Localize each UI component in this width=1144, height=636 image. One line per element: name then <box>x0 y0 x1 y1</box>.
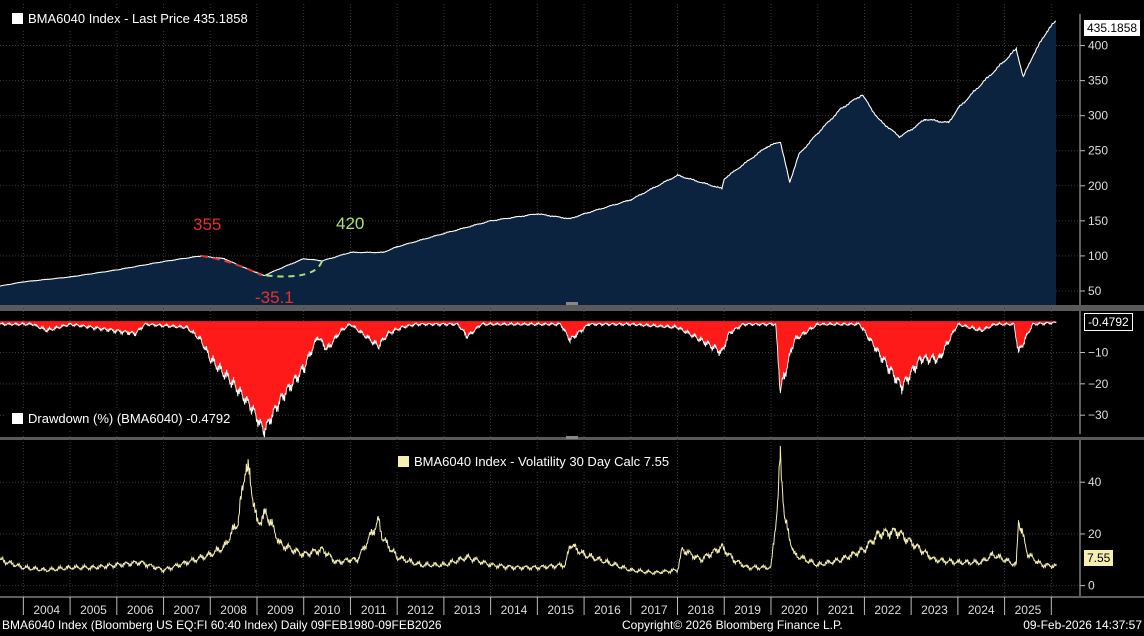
x-tick-label: 2025 <box>1015 603 1042 617</box>
x-tick-label: 2018 <box>688 603 715 617</box>
drawdown-legend-label: Drawdown (%) (BMA6040) -0.4792 <box>28 411 231 426</box>
trough-annotation-label: -35.1 <box>255 288 294 307</box>
y-tick-label-price: 250 <box>1088 144 1108 158</box>
y-tick-label-price: 100 <box>1088 249 1108 263</box>
y-tick-label-price: 150 <box>1088 214 1108 228</box>
x-tick-label: 2007 <box>174 603 201 617</box>
drawdown-line <box>0 321 1057 438</box>
footer-center: Copyright© 2026 Bloomberg Finance L.P. <box>622 618 843 632</box>
volatility-legend-label: BMA6040 Index - Volatility 30 Day Calc 7… <box>414 454 670 469</box>
y-tick-label-volatility: 40 <box>1088 475 1102 489</box>
y-tick-label-volatility: 0 <box>1088 579 1095 593</box>
drawdown-legend-swatch <box>12 413 23 424</box>
y-tick-label-drawdown: −30 <box>1088 408 1109 422</box>
x-tick-label: 2010 <box>314 603 341 617</box>
x-tick-label: 2023 <box>921 603 948 617</box>
panel-divider-top <box>0 305 1144 311</box>
x-tick-label: 2013 <box>454 603 481 617</box>
recovery-annotation-line <box>266 259 324 278</box>
price-legend-label: BMA6040 Index - Last Price 435.1858 <box>28 11 248 26</box>
x-tick-label: 2020 <box>781 603 808 617</box>
y-tick-label-price: 300 <box>1088 109 1108 123</box>
drawdown-last-value: -0.4792 <box>1084 313 1133 331</box>
x-tick-label: 2005 <box>80 603 107 617</box>
x-tick-label: 2021 <box>828 603 855 617</box>
x-tick-label: 2016 <box>594 603 621 617</box>
y-tick-label-price: 350 <box>1088 74 1108 88</box>
volatility-last-value: 7.55 <box>1084 550 1114 566</box>
y-tick-label-volatility: 20 <box>1088 527 1102 541</box>
y-tick-label-drawdown: −20 <box>1088 377 1109 391</box>
x-tick-label: 2022 <box>874 603 901 617</box>
x-tick-label: 2012 <box>407 603 434 617</box>
volatility-legend-swatch <box>398 456 409 467</box>
peak-annotation-label: 355 <box>193 215 221 234</box>
price-legend-swatch <box>12 13 23 24</box>
x-tick-label: 2017 <box>641 603 668 617</box>
x-tick-label: 2015 <box>547 603 574 617</box>
drawdown-legend: Drawdown (%) (BMA6040) -0.4792 <box>6 408 237 429</box>
y-tick-label-price: 400 <box>1088 39 1108 53</box>
x-tick-label: 2014 <box>501 603 528 617</box>
volatility-legend: BMA6040 Index - Volatility 30 Day Calc 7… <box>392 451 676 472</box>
x-tick-label: 2008 <box>220 603 247 617</box>
price-area <box>0 21 1056 305</box>
x-tick-label: 2006 <box>127 603 154 617</box>
price-line <box>0 20 1057 287</box>
x-tick-label: 2011 <box>361 603 387 617</box>
footer-right: 09-Feb-2026 14:37:57 <box>1023 618 1142 632</box>
panel-resize-handle-bottom[interactable] <box>566 436 578 439</box>
y-tick-label-drawdown: −10 <box>1088 345 1109 359</box>
y-tick-label-price: 200 <box>1088 179 1108 193</box>
drawdown-annotation-line <box>200 254 263 277</box>
volatility-line <box>0 445 1057 576</box>
x-tick-label: 2004 <box>33 603 60 617</box>
drawdown-area <box>0 321 1056 438</box>
x-tick-label: 2009 <box>267 603 294 617</box>
y-tick-label-price: 50 <box>1088 284 1102 298</box>
recovery-annotation-label: 420 <box>336 214 364 233</box>
price-legend: BMA6040 Index - Last Price 435.1858 <box>6 8 254 29</box>
panel-resize-handle-top[interactable] <box>566 302 578 305</box>
price-last-value: 435.1858 <box>1084 20 1141 36</box>
x-tick-label: 2019 <box>734 603 761 617</box>
footer-left: BMA6040 Index (Bloomberg US EQ:FI 60:40 … <box>2 618 442 632</box>
x-tick-label: 2024 <box>968 603 995 617</box>
